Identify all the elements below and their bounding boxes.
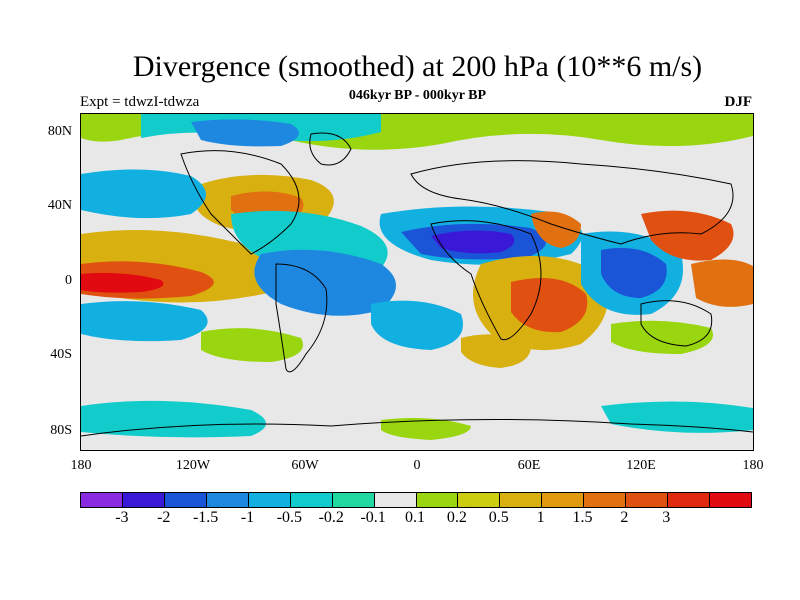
colorbar-segment-1 [122,493,165,507]
colorbar-segment-9 [458,493,501,507]
colorbar-label: -0.1 [360,509,386,526]
lon-tick-180e: 180 [742,458,764,473]
field-sh-green-1 [201,328,303,362]
field-ant-cyan [81,400,266,438]
lat-tick-40s: 40S [50,347,72,362]
lon-tick-120e: 120E [626,458,656,473]
colorbar-label: -3 [115,509,129,526]
divergence-map [80,113,754,451]
season-label: DJF [724,94,753,110]
field-epac-orange [691,259,753,307]
field-sh-cyan-1 [81,301,208,342]
colorbar-label: -1 [240,509,255,526]
experiment-label: Expt = tdwzI-tdwza [80,94,200,110]
lon-tick-60w: 60W [291,458,319,473]
lon-tick-0: 0 [413,458,421,473]
colorbar-segment-5 [290,493,333,507]
field-arctic-blue [191,119,299,147]
field-atl-purple [431,230,515,254]
colorbar-segment-15 [710,493,751,507]
map-field [81,114,753,450]
coast-antarctica [81,418,753,437]
field-ant-cyan-2 [601,401,753,433]
field-n-pac-cyan [81,169,206,219]
field-ant-green-1 [381,418,471,440]
colorbar-label: 0.5 [488,509,509,526]
coast-europe-asia [410,160,734,245]
colorbar-label: -1.5 [192,509,219,526]
field-sh-cyan-2 [371,300,463,350]
colorbar-label: 1 [536,509,545,526]
lon-tick-60e: 60E [517,458,541,473]
colorbar-label: 0.1 [405,509,425,526]
field-america-blue [254,249,396,316]
colorbar-label: 0.2 [446,509,467,526]
field-mc-blue [601,247,667,298]
colorbar-segment-3 [206,493,249,507]
colorbar-segment-0 [81,493,123,507]
coast-africa [430,220,542,341]
lat-tick-40n: 40N [47,198,72,213]
lat-tick-0: 0 [65,273,72,288]
colorbar [80,492,752,508]
field-trop-red-core [81,272,164,293]
colorbar-label: 3 [662,509,671,526]
coast-australia [640,300,713,347]
colorbar-segment-6 [332,493,375,507]
colorbar-segment-4 [248,493,291,507]
coast-north-america [180,150,300,255]
colorbar-label: 2 [620,509,629,526]
coast-greenland [309,132,352,166]
colorbar-segment-11 [542,493,585,507]
colorbar-segment-10 [500,493,543,507]
lat-tick-80s: 80S [50,423,72,438]
colorbar-segment-7 [374,493,417,507]
field-sh-orange [461,334,531,368]
colorbar-label: -2 [157,509,171,526]
coastlines [81,132,753,437]
colorbar-label: -0.5 [276,509,303,526]
lon-tick-180w: 180 [70,458,92,473]
plot-subtitle: 046kyr BP - 000kyr BP [348,88,487,103]
lat-tick-80n: 80N [47,124,72,139]
plot-title: Divergence (smoothed) at 200 hPa (10**6 … [132,50,703,83]
field-wpac-red [641,210,734,261]
colorbar-segment-12 [584,493,627,507]
colorbar-segment-8 [416,493,459,507]
colorbar-segment-2 [164,493,207,507]
field-africa-red [511,278,588,333]
colorbar-segment-13 [626,493,669,507]
coast-south-america [275,263,328,373]
colorbar-label: -0.2 [318,509,344,526]
colorbar-label: 1.5 [572,509,593,526]
lon-tick-120w: 120W [175,458,211,473]
colorbar-segment-14 [668,493,711,507]
